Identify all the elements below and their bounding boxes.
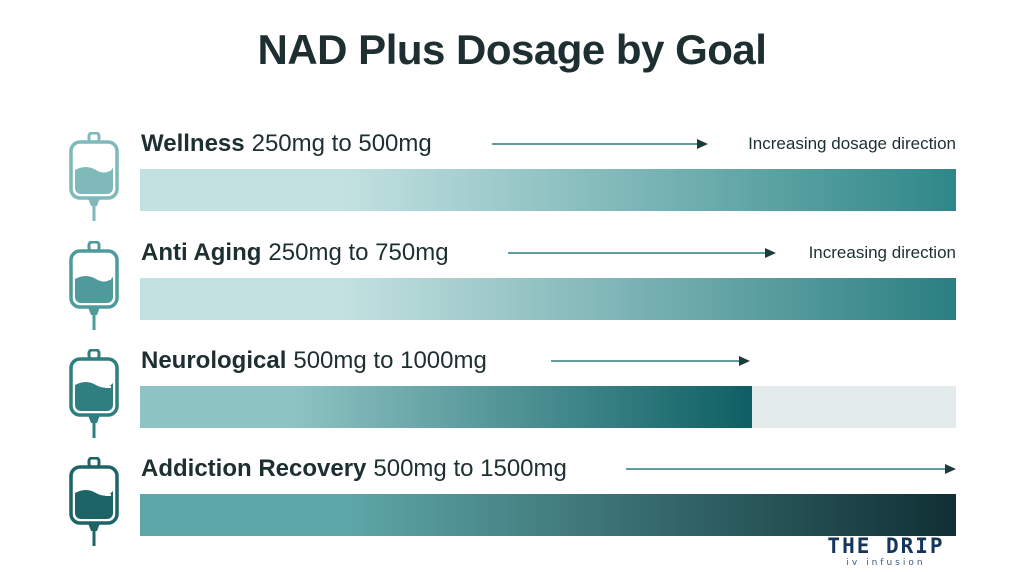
dosage-range-label: 500mg to 1500mg: [373, 455, 567, 482]
goal-label: Wellness: [141, 130, 245, 157]
dosage-row-heading: Anti Aging 250mg to 750mg: [141, 235, 449, 271]
brand-name: THE DRIP: [827, 534, 945, 558]
iv-bag-icon-wrapper: [66, 131, 122, 222]
brand-subtitle: iv infusion: [846, 558, 926, 568]
goal-label: Neurological: [141, 347, 287, 374]
brand-logo: THE DRIP iv infusion: [816, 534, 956, 568]
dosage-bar: [140, 386, 752, 428]
iv-bag-icon: [69, 456, 119, 546]
goal-label: Anti Aging: [141, 239, 262, 266]
direction-note: Increasing direction: [808, 243, 956, 262]
direction-arrow-icon: [626, 464, 956, 474]
dosage-bar: [140, 494, 956, 536]
dosage-bar: [140, 169, 956, 211]
dosage-bar-track: [140, 278, 956, 320]
dosage-range-label: 250mg to 500mg: [251, 130, 432, 157]
dosage-range-label: 500mg to 1000mg: [293, 347, 487, 374]
dosage-bar-track: [140, 169, 956, 211]
iv-bag-icon: [69, 348, 119, 438]
goal-label: Addiction Recovery: [141, 455, 367, 482]
dosage-row: Neurological 500mg to 1000mg: [0, 343, 1024, 443]
dosage-row: Addiction Recovery 500mg to 1500mg: [0, 451, 1024, 551]
direction-arrow-icon: [492, 139, 708, 149]
iv-bag-icon: [69, 240, 119, 330]
iv-bag-icon-wrapper: [66, 240, 122, 331]
chart-title: NAD Plus Dosage by Goal: [257, 26, 767, 73]
dosage-row-heading: Wellness 250mg to 500mg: [141, 126, 432, 162]
dosage-row: Anti Aging 250mg to 750mg Increasing direc…: [0, 235, 1024, 335]
iv-bag-icon-wrapper: [66, 456, 122, 547]
dosage-row-heading: Addiction Recovery 500mg to 1500mg: [141, 451, 567, 487]
iv-bag-icon-wrapper: [66, 348, 122, 439]
direction-arrow-icon: [508, 248, 776, 258]
dosage-bar-track: [140, 386, 956, 428]
direction-arrow-icon: [551, 356, 750, 366]
dosage-range-label: 250mg to 750mg: [268, 239, 449, 266]
iv-bag-icon: [69, 131, 119, 221]
dosage-bar-track: [140, 494, 956, 536]
dosage-row: Wellness 250mg to 500mg Increasing dosage …: [0, 126, 1024, 226]
dosage-bar: [140, 278, 956, 320]
dosage-row-heading: Neurological 500mg to 1000mg: [141, 343, 487, 379]
direction-note: Increasing dosage direction: [748, 134, 956, 153]
